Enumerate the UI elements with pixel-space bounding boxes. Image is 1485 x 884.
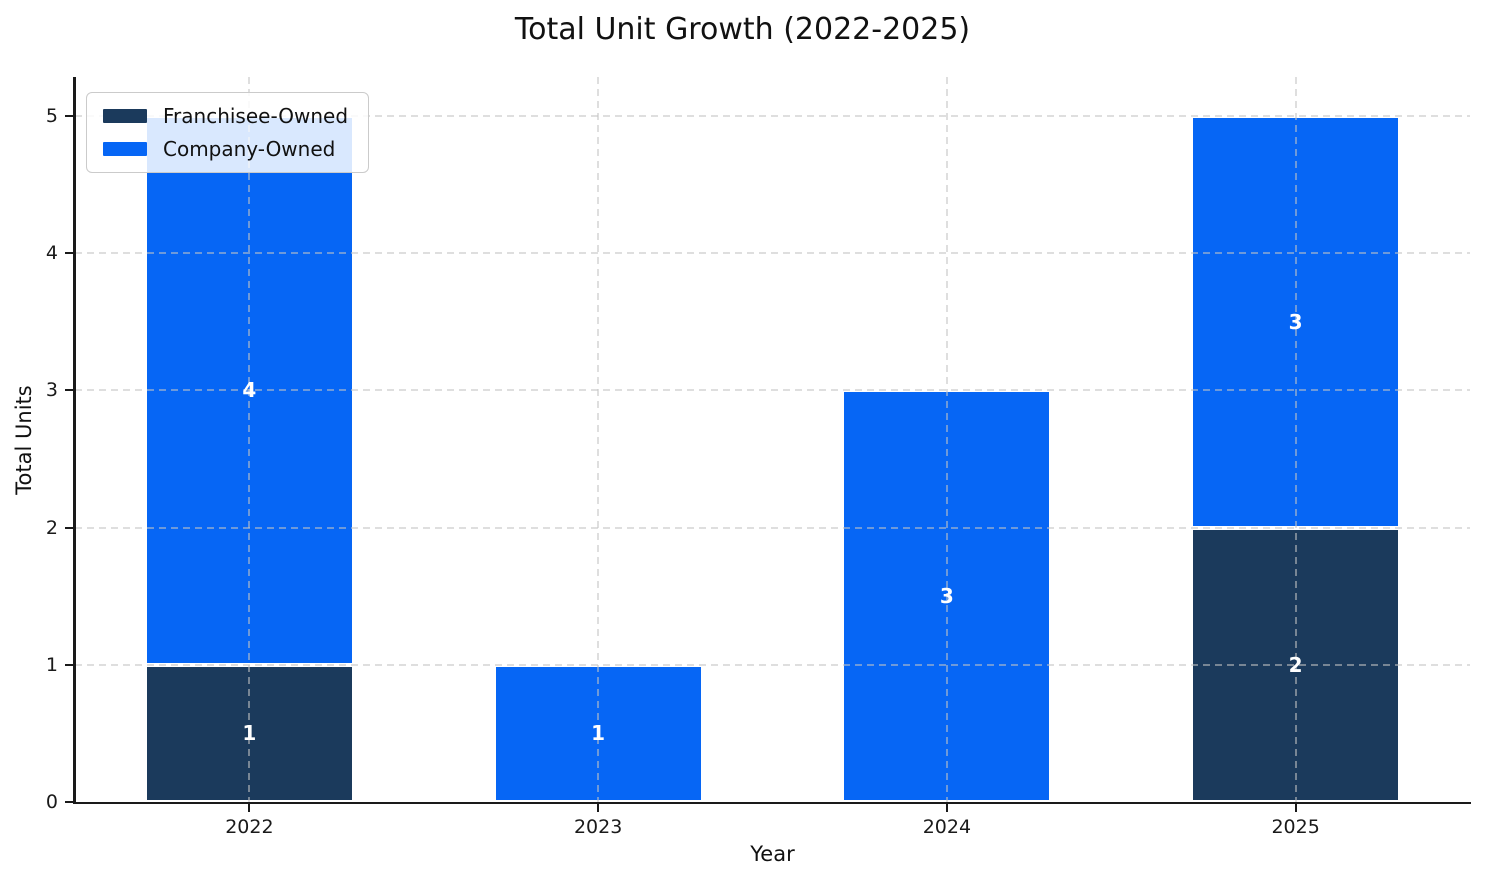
- legend-label: Franchisee-Owned: [163, 104, 349, 128]
- y-axis-spine: [73, 77, 76, 804]
- legend-label: Company-Owned: [163, 137, 336, 161]
- x-tick-label: 2023: [573, 816, 623, 838]
- bar-value-label: 1: [242, 721, 257, 746]
- chart-title: Total Unit Growth (2022-2025): [514, 12, 971, 47]
- legend-item: Company-Owned: [103, 137, 348, 161]
- y-tick: [65, 252, 73, 255]
- y-tick: [65, 115, 73, 118]
- x-tick: [597, 803, 600, 812]
- bar-value-label: 4: [242, 378, 257, 403]
- x-tick: [1294, 803, 1297, 812]
- legend: Franchisee-Owned Company-Owned: [86, 92, 370, 173]
- x-axis-title: Year: [750, 842, 795, 866]
- y-tick: [65, 389, 73, 392]
- y-tick-label: 5: [45, 105, 58, 128]
- y-tick-label: 4: [45, 242, 58, 265]
- y-tick: [65, 801, 73, 803]
- y-axis-title: Total Units: [12, 385, 36, 495]
- y-tick-label: 3: [45, 379, 58, 402]
- bar-value-label: 3: [1288, 309, 1303, 334]
- y-tick-label: 1: [45, 653, 58, 676]
- y-tick-label: 0: [45, 791, 58, 813]
- bar-value-label: 3: [939, 584, 954, 609]
- y-tick-label: 2: [45, 516, 58, 539]
- legend-swatch-icon: [103, 109, 147, 123]
- x-tick: [945, 803, 948, 812]
- y-tick: [65, 663, 73, 666]
- x-tick: [248, 803, 251, 812]
- legend-swatch-icon: [103, 142, 147, 156]
- x-tick-label: 2025: [1271, 816, 1320, 838]
- x-tick-label: 2022: [225, 816, 274, 838]
- plot-area: 1 4 1 3 2 3: [75, 77, 1470, 802]
- x-axis-spine: [73, 801, 1471, 804]
- y-tick: [65, 526, 73, 529]
- legend-item: Franchisee-Owned: [103, 104, 348, 128]
- bar-value-label: 2: [1288, 652, 1303, 677]
- x-tick-label: 2024: [922, 816, 972, 838]
- bar-value-label: 1: [591, 721, 606, 746]
